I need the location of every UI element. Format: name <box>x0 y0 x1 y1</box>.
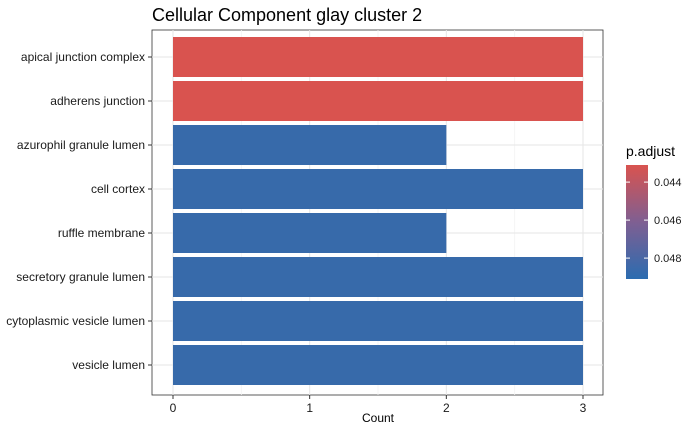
bar-layer <box>173 37 583 385</box>
bar <box>173 257 583 297</box>
y-tick-label: cytoplasmic vesicle lumen <box>6 314 145 328</box>
y-tick-label: secretory granule lumen <box>16 270 145 284</box>
bar <box>173 125 447 165</box>
y-tick-label: vesicle lumen <box>72 358 145 372</box>
y-tick-label: adherens junction <box>50 94 145 108</box>
bar <box>173 169 583 209</box>
bar <box>173 345 583 385</box>
legend: p.adjust 0.044 0.046 0.048 <box>626 143 682 279</box>
x-axis-title: Count <box>362 411 395 425</box>
x-tick-label: 2 <box>443 401 450 415</box>
y-tick-label: apical junction complex <box>21 50 145 64</box>
legend-title: p.adjust <box>626 143 675 159</box>
legend-label: 0.044 <box>654 177 682 189</box>
x-tick-labels: 0 1 2 3 <box>170 395 587 415</box>
bar <box>173 213 447 253</box>
chart-title: Cellular Component glay cluster 2 <box>152 5 422 25</box>
bar <box>173 301 583 341</box>
x-tick-label: 3 <box>580 401 587 415</box>
y-tick-label: azurophil granule lumen <box>17 138 145 152</box>
y-tick-label: cell cortex <box>91 182 145 196</box>
legend-ticks: 0.044 0.046 0.048 <box>626 177 682 265</box>
bar <box>173 81 583 121</box>
x-tick-label: 1 <box>306 401 313 415</box>
legend-label: 0.048 <box>654 253 682 265</box>
legend-colorbar <box>626 165 648 279</box>
y-tick-labels: apical junction complex adherens junction… <box>6 50 152 372</box>
x-tick-label: 0 <box>170 401 177 415</box>
legend-label: 0.046 <box>654 215 682 227</box>
y-tick-label: ruffle membrane <box>58 226 145 240</box>
bar <box>173 37 583 77</box>
